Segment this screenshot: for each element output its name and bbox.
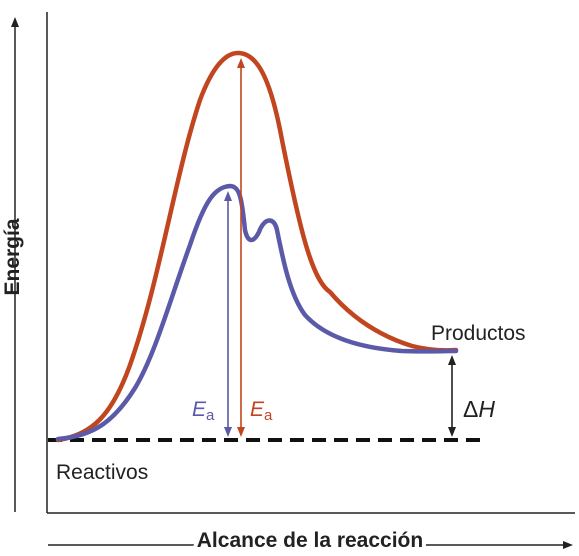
catalyzed-reaction-curve [55, 183, 459, 442]
ea-uncatalyzed-subscript: a [264, 407, 273, 424]
delta-h-label: ΔH [463, 396, 495, 422]
products-label: Productos [431, 322, 526, 345]
reactants-label: Reactivos [56, 461, 148, 484]
enthalpy-variable: H [478, 396, 495, 422]
uncatalyzed-reaction-curve [55, 50, 459, 443]
ea-uncatalyzed-label: Ea [250, 398, 273, 424]
ea-catalyzed-subscript: a [206, 407, 215, 424]
delta-symbol: Δ [463, 396, 478, 422]
ea-catalyzed-symbol: E [192, 398, 207, 421]
x-axis-label: Alcance de la reacción [197, 529, 423, 552]
ea-uncatalyzed-symbol: E [250, 398, 265, 421]
ea-catalyzed-label: Ea [192, 398, 215, 424]
y-axis-label: Energía [1, 218, 24, 295]
